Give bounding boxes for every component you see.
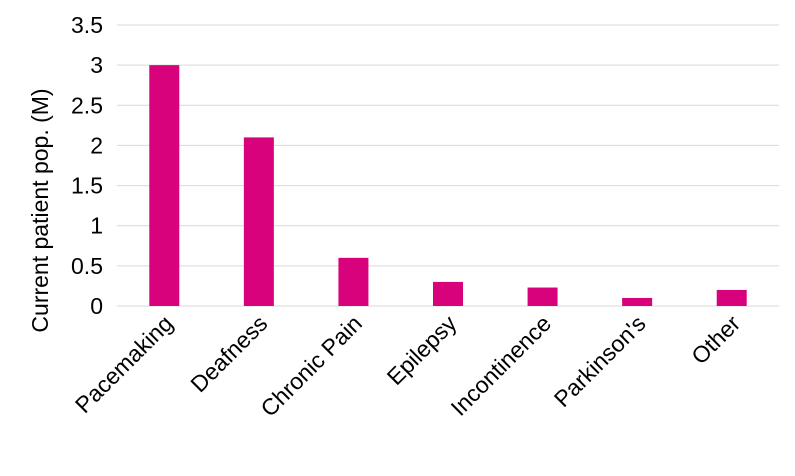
y-tick-label: 2: [90, 132, 103, 158]
y-tick-label: 1.5: [71, 173, 103, 199]
y-tick-label: 2.5: [71, 92, 103, 118]
bar-chronic-pain: [338, 257, 369, 306]
y-tick-label: 0: [90, 293, 103, 319]
bar-other: [716, 289, 747, 306]
x-category-label: Chronic Pain: [255, 310, 367, 422]
y-tick-label: 1: [90, 213, 103, 239]
y-tick-label: 0.5: [71, 253, 103, 279]
x-category-label: Pacemaking: [70, 310, 178, 418]
y-tick-label: 3.5: [71, 12, 103, 38]
x-category-label: Deafness: [185, 310, 272, 397]
bars: [149, 65, 747, 307]
bar-pacemaking: [149, 65, 180, 307]
y-axis-title: Current patient pop. (M): [27, 88, 53, 332]
y-tick-label: 3: [90, 52, 103, 78]
bar-incontinence: [527, 287, 558, 306]
x-category-label: Other: [686, 310, 745, 369]
bar-epilepsy: [433, 281, 463, 306]
x-category-label: Parkinson's: [549, 310, 651, 412]
x-category-label: Incontinence: [445, 310, 556, 421]
y-axis-ticks: 0 0.5 1 1.5 2 2.5 3 3.5: [71, 12, 103, 319]
bar-parkinson-s: [622, 297, 653, 306]
gridlines: [117, 24, 779, 307]
x-category-label: Epilepsy: [382, 310, 462, 390]
bar-deafness: [243, 137, 274, 306]
